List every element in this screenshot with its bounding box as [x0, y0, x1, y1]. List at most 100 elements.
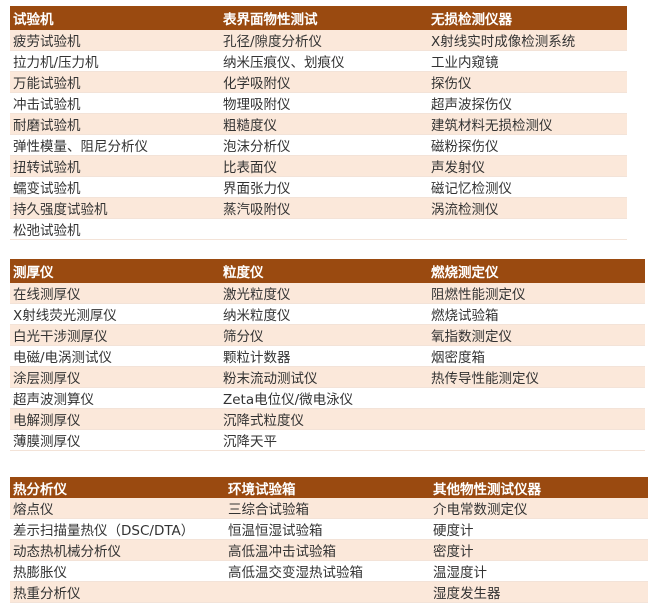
table-cell: 热膨胀仪: [10, 560, 225, 582]
table-cell: 白光干涉测厚仪: [10, 324, 220, 346]
table-cell: 燃烧试验箱: [428, 303, 645, 325]
table-cell: 三综合试验箱: [225, 498, 430, 519]
table-cell: 高低温冲击试验箱: [225, 539, 430, 561]
column-header: 热分析仪: [10, 477, 225, 498]
table-cell: 泡沫分析仪: [220, 134, 428, 156]
table-row: 万能试验机 化学吸附仪 探伤仪: [10, 71, 627, 93]
table-row: 电磁/电涡测试仪 颗粒计数器 烟密度箱: [10, 345, 645, 367]
table-row: 疲劳试验机 孔径/隙度分析仪 X射线实时成像检测系统: [10, 30, 627, 51]
table-cell: 界面张力仪: [220, 176, 428, 198]
table-cell: 粗糙度仪: [220, 113, 428, 135]
table-cell: 蒸汽吸附仪: [220, 197, 428, 219]
table-cell: 激光粒度仪: [220, 283, 428, 304]
table-cell: 声发射仪: [428, 155, 627, 177]
table-cell: 介电常数测定仪: [430, 498, 648, 519]
table-cell: [428, 408, 645, 430]
table-cell: 筛分仪: [220, 324, 428, 346]
table-cell: 超声波测算仪: [10, 387, 220, 409]
table-cell: 冲击试验机: [10, 92, 220, 114]
table-row: 热膨胀仪 高低温交变湿热试验箱 温湿度计: [10, 560, 648, 582]
table-row: 差示扫描量热仪（DSC/DTA） 恒温恒湿试验箱 硬度计: [10, 518, 648, 540]
table-row: 扭转试验机 比表面仪 声发射仪: [10, 155, 627, 177]
table-cell: X射线荧光测厚仪: [10, 303, 220, 325]
column-header: 测厚仪: [10, 259, 220, 283]
table-row: 在线测厚仪 激光粒度仪 阻燃性能测定仪: [10, 283, 645, 304]
table-cell: 工业内窥镜: [428, 50, 627, 72]
table-header-row: 热分析仪 环境试验箱 其他物性测试仪器: [10, 477, 648, 498]
table-cell: 万能试验机: [10, 71, 220, 93]
table-cell: 沉降式粒度仪: [220, 408, 428, 430]
table-row: 冲击试验机 物理吸附仪 超声波探伤仪: [10, 92, 627, 114]
instrument-table-3: 热分析仪 环境试验箱 其他物性测试仪器 熔点仪 三综合试验箱 介电常数测定仪 差示扫描量热仪…: [10, 477, 648, 603]
table-header-row: 测厚仪 粒度仪 燃烧测定仪: [10, 259, 645, 283]
column-header: 环境试验箱: [225, 477, 430, 498]
table-cell: 熔点仪: [10, 498, 225, 519]
table-cell: 差示扫描量热仪（DSC/DTA）: [10, 518, 225, 540]
table-cell: 弹性模量、阻尼分析仪: [10, 134, 220, 156]
table-cell: 氧指数测定仪: [428, 324, 645, 346]
table-cell: 疲劳试验机: [10, 30, 220, 51]
table-cell: Zeta电位仪/微电泳仪: [220, 387, 428, 409]
instrument-table-2: 测厚仪 粒度仪 燃烧测定仪 在线测厚仪 激光粒度仪 阻燃性能测定仪 X射线荧光测厚仪 纳米粒度…: [10, 259, 645, 451]
table-row: 持久强度试验机 蒸汽吸附仪 涡流检测仪: [10, 197, 627, 219]
table-cell: 持久强度试验机: [10, 197, 220, 219]
table-cell: 阻燃性能测定仪: [428, 283, 645, 304]
table-cell: 动态热机械分析仪: [10, 539, 225, 561]
column-header: 表界面物性测试: [220, 6, 428, 30]
column-header: 粒度仪: [220, 259, 428, 283]
table-cell: 硬度计: [430, 518, 648, 540]
table-cell: 涂层测厚仪: [10, 366, 220, 388]
table-cell: 沉降天平: [220, 429, 428, 451]
column-header: 燃烧测定仪: [428, 259, 645, 283]
instrument-table-1: 试验机 表界面物性测试 无损检测仪器 疲劳试验机 孔径/隙度分析仪 X射线实时成像检测系统…: [10, 6, 627, 240]
table-cell: 薄膜测厚仪: [10, 429, 220, 451]
table-cell: 纳米压痕仪、划痕仪: [220, 50, 428, 72]
column-header: 试验机: [10, 6, 220, 30]
table-cell: 比表面仪: [220, 155, 428, 177]
table-row: 白光干涉测厚仪 筛分仪 氧指数测定仪: [10, 324, 645, 346]
table-cell: 高低温交变湿热试验箱: [225, 560, 430, 582]
table-cell: 温湿度计: [430, 560, 648, 582]
table-cell: X射线实时成像检测系统: [428, 30, 627, 51]
table-cell: 热传导性能测定仪: [428, 366, 645, 388]
table-cell: 湿度发生器: [430, 581, 648, 603]
table-cell: 松弛试验机: [10, 218, 220, 240]
table-cell: 颗粒计数器: [220, 345, 428, 367]
table-cell: 建筑材料无损检测仪: [428, 113, 627, 135]
table-row: 热重分析仪 湿度发生器: [10, 581, 648, 603]
table-row: 动态热机械分析仪 高低温冲击试验箱 密度计: [10, 539, 648, 561]
table-cell: 化学吸附仪: [220, 71, 428, 93]
table-cell: 纳米粒度仪: [220, 303, 428, 325]
table-row: 涂层测厚仪 粉末流动测试仪 热传导性能测定仪: [10, 366, 645, 388]
table-row: 薄膜测厚仪 沉降天平: [10, 429, 645, 451]
table-cell: 蠕变试验机: [10, 176, 220, 198]
column-header: 无损检测仪器: [428, 6, 627, 30]
table-row: 耐磨试验机 粗糙度仪 建筑材料无损检测仪: [10, 113, 627, 135]
table-cell: 粉末流动测试仪: [220, 366, 428, 388]
table-row: 弹性模量、阻尼分析仪 泡沫分析仪 磁粉探伤仪: [10, 134, 627, 156]
table-row: 超声波测算仪 Zeta电位仪/微电泳仪: [10, 387, 645, 409]
table-cell: 电解测厚仪: [10, 408, 220, 430]
table-cell: 物理吸附仪: [220, 92, 428, 114]
table-cell: 烟密度箱: [428, 345, 645, 367]
table-cell: 耐磨试验机: [10, 113, 220, 135]
table-cell: [220, 218, 428, 240]
table-cell: 电磁/电涡测试仪: [10, 345, 220, 367]
table-cell: [428, 387, 645, 409]
table-cell: 磁粉探伤仪: [428, 134, 627, 156]
table-cell: 磁记忆检测仪: [428, 176, 627, 198]
table-cell: [428, 429, 645, 451]
table-cell: 涡流检测仪: [428, 197, 627, 219]
table-cell: 在线测厚仪: [10, 283, 220, 304]
table-cell: [428, 218, 627, 240]
table-cell: 探伤仪: [428, 71, 627, 93]
table-row: 熔点仪 三综合试验箱 介电常数测定仪: [10, 498, 648, 519]
table-cell: 拉力机/压力机: [10, 50, 220, 72]
table-row: 松弛试验机: [10, 218, 627, 240]
table-cell: 扭转试验机: [10, 155, 220, 177]
table-row: 电解测厚仪 沉降式粒度仪: [10, 408, 645, 430]
column-header: 其他物性测试仪器: [430, 477, 648, 498]
table-header-row: 试验机 表界面物性测试 无损检测仪器: [10, 6, 627, 30]
table-cell: 密度计: [430, 539, 648, 561]
table-cell: 孔径/隙度分析仪: [220, 30, 428, 51]
